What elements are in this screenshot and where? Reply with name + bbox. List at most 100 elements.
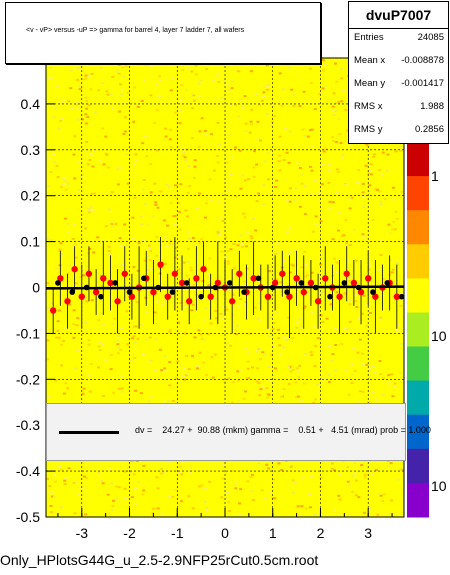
heatmap-cell [79,276,83,279]
heatmap-cell [193,159,197,162]
heatmap-cell [288,271,292,274]
heatmap-cell [298,278,302,280]
heatmap-cell [97,471,101,474]
heatmap-cell [254,306,258,309]
heatmap-cell [340,100,344,103]
profile-point [293,275,300,282]
heatmap-cell [140,100,144,102]
heatmap-cell [242,397,246,400]
mean-point [55,280,61,286]
heatmap-cell [249,235,253,238]
heatmap-cell [257,302,260,305]
heatmap-cell [351,474,355,477]
heatmap-cell [163,262,167,265]
heatmap-cell [200,238,204,241]
heatmap-cell [337,229,340,232]
heatmap-cell [120,93,124,96]
profile-point [92,288,100,296]
heatmap-cell [117,63,121,66]
heatmap-cell [77,67,81,70]
heatmap-cell [133,356,137,359]
heatmap-cell [356,401,360,403]
palette-segment [407,312,429,348]
heatmap-cell [246,377,250,379]
heatmap-cell [316,383,320,386]
heatmap-cell [132,335,136,338]
heatmap-cell [262,91,266,94]
heatmap-cell [87,343,91,346]
heatmap-cell [348,275,352,278]
heatmap-cell [379,294,383,297]
heatmap-cell [321,320,325,323]
profile-point [64,298,71,305]
heatmap-cell [100,67,104,70]
heatmap-cell [344,108,348,111]
heatmap-cell [286,199,290,202]
heatmap-cell [257,462,261,465]
heatmap-cell [253,150,256,153]
heatmap-cell [234,104,238,106]
heatmap-cell [214,309,218,312]
heatmap-cell [287,382,291,385]
heatmap-cell [259,139,262,142]
heatmap-cell [337,494,341,497]
heatmap-cell [156,206,160,209]
heatmap-cell [190,309,194,312]
heatmap-cell [84,122,88,125]
heatmap-cell [246,350,250,353]
heatmap-cell [85,141,88,143]
heatmap-cell [229,288,233,291]
heatmap-cell [280,395,284,398]
heatmap-cell [361,363,365,366]
heatmap-cell [107,250,111,253]
heatmap-cell [297,376,301,379]
heatmap-cell [328,345,332,348]
heatmap-cell [154,338,158,341]
heatmap-cell [194,64,198,67]
heatmap-cell [178,122,182,125]
heatmap-cell [246,367,250,370]
heatmap-cell [151,215,155,218]
heatmap-cell [295,395,298,398]
heatmap-cell [275,179,279,182]
heatmap-cell [74,367,78,370]
heatmap-cell [322,69,325,72]
heatmap-cell [348,299,352,302]
heatmap-cell [331,136,334,139]
heatmap-cell [357,318,361,320]
heatmap-cell [63,477,67,480]
heatmap-cell [310,146,314,149]
heatmap-cell [351,374,354,377]
heatmap-cell [84,113,88,116]
heatmap-cell [217,200,221,203]
heatmap-cell [162,138,166,141]
heatmap-cell [241,174,245,177]
heatmap-cell [256,317,260,320]
heatmap-cell [230,469,234,472]
heatmap-cell [118,387,121,390]
heatmap-cell [209,322,213,325]
y-tick-label: -0.5 [16,509,40,525]
heatmap-cell [220,496,224,499]
heatmap-cell [197,94,201,97]
heatmap-cell [319,366,323,369]
mean-point [126,289,133,295]
heatmap-cell [169,243,173,246]
heatmap-cell [225,161,229,164]
heatmap-cell [186,215,189,218]
heatmap-cell [355,306,359,309]
heatmap-cell [86,283,90,286]
heatmap-cell [310,271,314,274]
heatmap-cell [108,468,112,471]
heatmap-cell [154,203,158,206]
heatmap-cell [77,189,81,192]
y-tick-label: -0.3 [16,417,40,433]
heatmap-cell [395,217,399,220]
heatmap-cell [329,303,333,306]
mean-point [198,293,204,300]
heatmap-cell [212,79,216,82]
heatmap-cell [271,345,275,348]
heatmap-cell [227,500,231,503]
heatmap-cell [206,333,210,336]
